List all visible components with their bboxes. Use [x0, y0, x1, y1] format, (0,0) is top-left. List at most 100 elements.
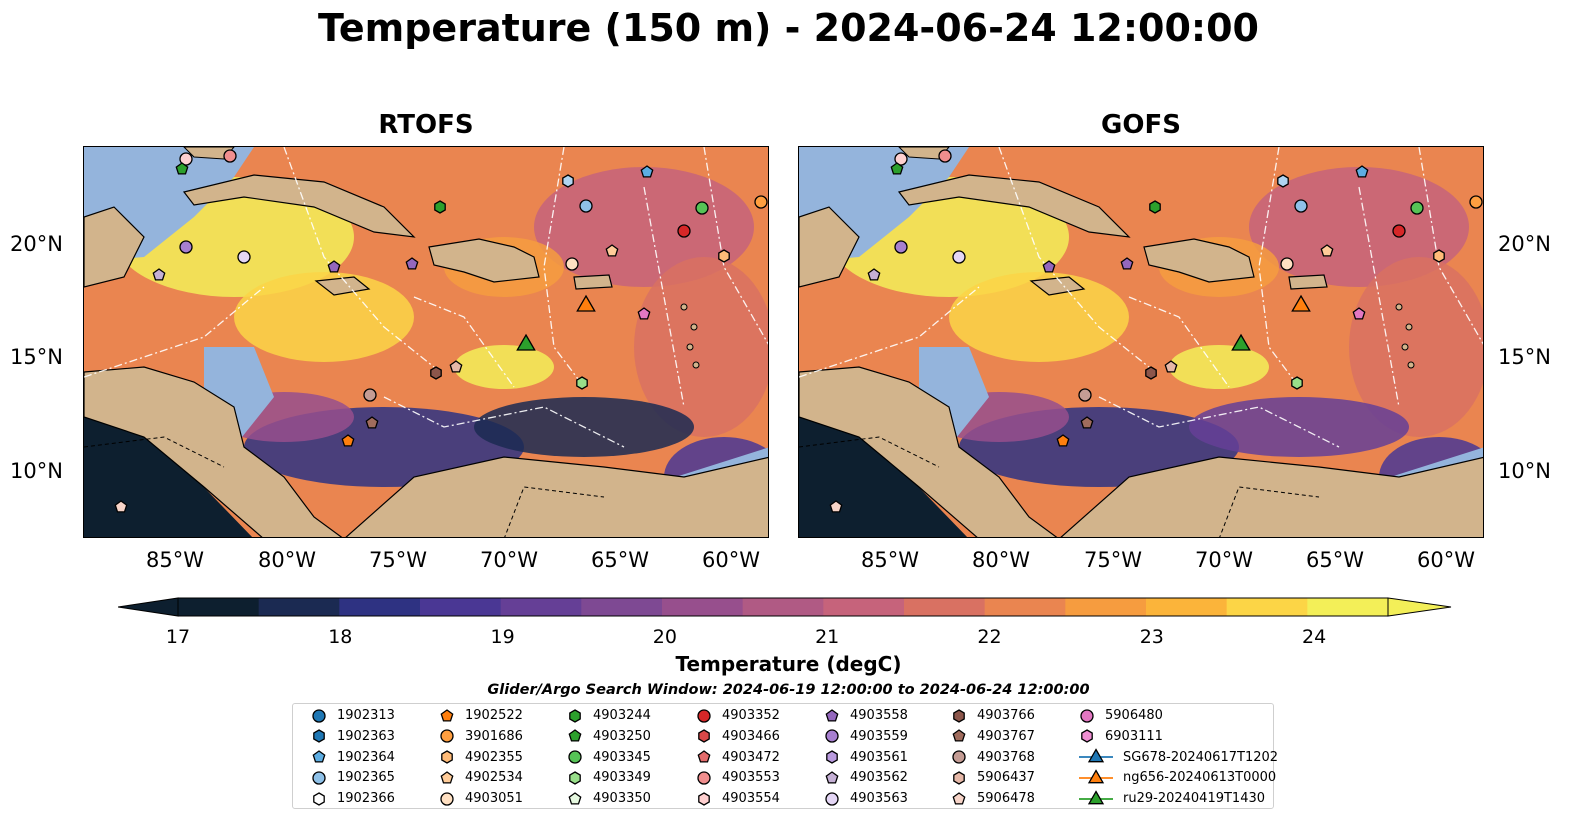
hexagon-icon — [826, 750, 838, 764]
legend-label: 5906437 — [977, 770, 1035, 786]
colorbar-tick-label: 22 — [977, 626, 1002, 648]
float-marker — [1080, 416, 1094, 429]
lat-tick-right-10: 10°N — [1498, 459, 1551, 483]
hexagon-icon — [313, 791, 325, 806]
legend-entry: 5906480 — [1079, 706, 1163, 726]
float-marker — [640, 165, 654, 178]
colorbar-tick-label: 20 — [652, 626, 677, 648]
legend-entry: 4903554 — [696, 789, 780, 809]
central-america-land — [799, 366, 1058, 537]
figure-title: Temperature (150 m) - 2024-06-24 12:00:0… — [317, 6, 1259, 50]
glider-ng656-marker — [1291, 294, 1311, 312]
lon-tick-label: 85°W — [861, 548, 919, 572]
legend-label: 3901686 — [465, 728, 523, 744]
float-marker — [576, 376, 588, 390]
legend-label: 4903768 — [977, 749, 1035, 765]
lon-tick-label: 85°W — [146, 548, 204, 572]
hexagon-icon — [698, 729, 710, 744]
lon-tick-label: 60°W — [702, 548, 760, 572]
legend-label: 4903563 — [850, 791, 908, 807]
legend-entry: 5906478 — [951, 789, 1035, 809]
legend-label: ru29-20240419T1430 — [1123, 791, 1266, 807]
puerto-rico-land — [573, 274, 613, 290]
yucatan-land — [84, 206, 145, 288]
float-marker — [175, 162, 189, 175]
float-marker — [890, 162, 904, 175]
pentagon-icon — [568, 791, 582, 805]
central-america-land — [84, 366, 343, 537]
legend-entry: SG678-20240617T1202 — [1079, 748, 1278, 768]
lon-tick-label: 70°W — [480, 548, 538, 572]
circle-icon — [312, 771, 326, 785]
colorbar-segment — [984, 598, 1066, 616]
float-marker — [363, 388, 377, 402]
hexagon-icon — [569, 708, 581, 723]
legend-entry: 1902366 — [311, 789, 395, 809]
float-marker — [152, 268, 166, 281]
legend-label: 5906480 — [1105, 708, 1163, 723]
legend-entry: ru29-20240419T1430 — [1079, 789, 1265, 809]
float-marker — [1320, 244, 1334, 257]
float-marker — [1145, 366, 1157, 380]
legend-entry: 4903561 — [824, 748, 908, 768]
legend-label: 1902522 — [465, 708, 523, 723]
legend-entry: 4903250 — [567, 727, 651, 747]
legend-entry: 4903559 — [824, 727, 908, 747]
float-marker — [605, 244, 619, 257]
float-marker — [952, 250, 966, 264]
legend-label: 4903250 — [593, 728, 651, 744]
colorbar-segment — [1065, 598, 1147, 616]
hexagon-icon — [313, 729, 325, 744]
lat-tick-left-10: 10°N — [10, 459, 63, 483]
float-marker — [754, 195, 768, 209]
float-marker — [579, 199, 593, 213]
colorbar-tick-label: 24 — [1302, 626, 1327, 648]
legend-label: 4903352 — [722, 708, 780, 723]
float-marker — [237, 250, 251, 264]
hexagon-icon — [698, 791, 710, 806]
legend-label: 4903554 — [722, 791, 780, 807]
circle-icon — [312, 708, 326, 723]
legend-entry: 4902534 — [439, 768, 523, 788]
legend-label: ng656-20240613T0000 — [1123, 770, 1277, 786]
colorbar-segment — [339, 598, 421, 616]
legend-entry: 6903111 — [1079, 727, 1163, 747]
legend-entry: 4903472 — [696, 748, 780, 768]
legend-entry: 4903767 — [951, 727, 1035, 747]
lat-tick-right-20: 20°N — [1498, 232, 1551, 256]
hexagon-icon — [441, 750, 453, 764]
legend-entry: 1902363 — [311, 727, 395, 747]
legend: 1902313 1902363 1902364 1902365 1902366 19025… — [292, 703, 1278, 809]
hexagon-icon — [1081, 729, 1093, 744]
colorbar-segment — [662, 598, 744, 616]
circle-icon — [440, 792, 454, 806]
legend-label: 4903051 — [465, 791, 523, 807]
colorbar-segment — [258, 598, 340, 616]
legend-label: 4903561 — [850, 749, 908, 765]
colorbar-segment — [500, 598, 582, 616]
cuba-land — [897, 174, 1131, 238]
float-marker — [1120, 257, 1134, 270]
search-window-text: Glider/Argo Search Window: 2024-06-19 12… — [487, 682, 1090, 698]
colorbar-segment — [904, 598, 986, 616]
colorbar-tick-label: 21 — [815, 626, 840, 648]
colorbar-segment — [178, 598, 260, 616]
legend-entry: ng656-20240613T0000 — [1079, 768, 1276, 788]
float-marker — [1433, 249, 1445, 263]
legend-entry: 4903244 — [567, 706, 651, 726]
hispaniola-land — [1143, 238, 1255, 283]
float-marker — [894, 152, 908, 166]
float-marker — [1277, 174, 1289, 188]
float-marker — [430, 366, 442, 380]
float-marker — [179, 240, 193, 254]
legend-label: 4903558 — [850, 708, 908, 723]
puerto-rico-land — [1288, 274, 1328, 290]
float-marker — [1056, 434, 1070, 447]
legend-entry: 4903562 — [824, 768, 908, 788]
float-marker — [1352, 307, 1366, 320]
legend-entry: 4903051 — [439, 789, 523, 809]
float-marker — [562, 174, 574, 188]
legend-label: 4903562 — [850, 770, 908, 786]
legend-entry: 4903768 — [951, 748, 1035, 768]
legend-entry: 5906437 — [951, 768, 1035, 788]
